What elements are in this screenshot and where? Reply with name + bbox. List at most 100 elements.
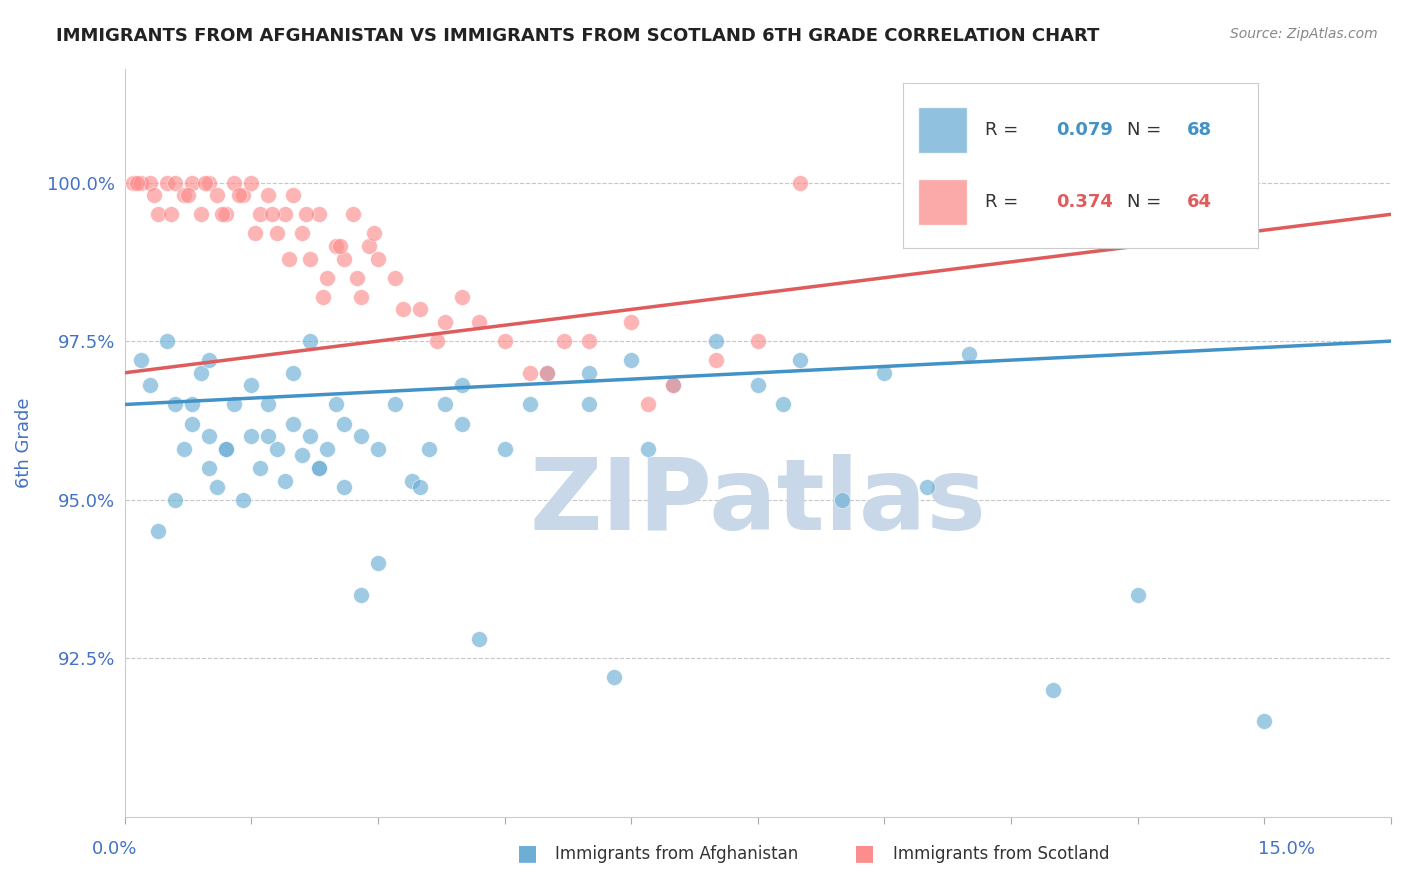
Point <box>156 334 179 348</box>
Point <box>228 188 250 202</box>
Point <box>215 442 238 456</box>
Point <box>194 176 217 190</box>
Point <box>426 334 449 348</box>
Point <box>350 588 373 602</box>
Point <box>346 270 368 285</box>
Point <box>342 207 364 221</box>
Point <box>316 270 339 285</box>
Point <box>662 378 685 392</box>
Point <box>181 397 204 411</box>
Point <box>620 315 643 329</box>
Point <box>553 334 575 348</box>
Point <box>139 378 162 392</box>
Point <box>224 397 246 411</box>
Text: 15.0%: 15.0% <box>1257 840 1315 858</box>
Point <box>873 366 896 380</box>
Point <box>578 366 600 380</box>
Point <box>662 378 685 392</box>
Point <box>224 176 246 190</box>
Point <box>578 397 600 411</box>
Point <box>333 480 356 494</box>
Point <box>190 207 212 221</box>
Point <box>468 632 491 646</box>
Point <box>384 270 406 285</box>
Point <box>207 188 229 202</box>
Point <box>536 366 558 380</box>
Point <box>308 461 330 475</box>
Text: IMMIGRANTS FROM AFGHANISTAN VS IMMIGRANTS FROM SCOTLAND 6TH GRADE CORRELATION CH: IMMIGRANTS FROM AFGHANISTAN VS IMMIGRANT… <box>56 27 1099 45</box>
Point <box>1253 714 1275 729</box>
Point <box>704 353 727 368</box>
Point <box>637 397 659 411</box>
Point <box>519 397 541 411</box>
Point <box>494 442 516 456</box>
Text: ■: ■ <box>855 844 875 863</box>
Point <box>578 334 600 348</box>
Point <box>160 207 183 221</box>
Point <box>333 417 356 431</box>
Point <box>266 227 288 241</box>
Point <box>262 207 284 221</box>
Point <box>392 302 415 317</box>
Point <box>350 290 373 304</box>
Point <box>316 442 339 456</box>
Point <box>283 417 305 431</box>
Point <box>401 474 423 488</box>
Point <box>291 448 314 462</box>
Point <box>789 176 811 190</box>
Point <box>198 429 221 443</box>
Point <box>637 442 659 456</box>
Point <box>772 397 794 411</box>
Point <box>274 207 297 221</box>
Point <box>215 207 238 221</box>
Point <box>831 492 853 507</box>
Point <box>278 252 301 266</box>
Point <box>181 176 204 190</box>
Point <box>409 302 432 317</box>
Point <box>266 442 288 456</box>
Point <box>291 227 314 241</box>
Point <box>1126 588 1149 602</box>
Point <box>451 417 474 431</box>
Point <box>148 207 170 221</box>
Point <box>295 207 318 221</box>
Point <box>249 207 271 221</box>
Point <box>299 429 322 443</box>
Point <box>257 429 280 443</box>
Point <box>704 334 727 348</box>
Point <box>409 480 432 494</box>
Point <box>283 188 305 202</box>
Point <box>350 429 373 443</box>
Point <box>308 207 330 221</box>
Point <box>207 480 229 494</box>
Point <box>333 252 356 266</box>
Point <box>232 492 254 507</box>
Point <box>418 442 440 456</box>
Point <box>519 366 541 380</box>
Point <box>127 176 149 190</box>
Point <box>915 480 938 494</box>
Point <box>434 315 457 329</box>
Point <box>156 176 179 190</box>
Point <box>451 378 474 392</box>
Point <box>299 334 322 348</box>
Point <box>367 556 389 570</box>
Text: Immigrants from Scotland: Immigrants from Scotland <box>893 846 1109 863</box>
Point <box>468 315 491 329</box>
Text: 0.0%: 0.0% <box>91 840 136 858</box>
Point <box>139 176 162 190</box>
Point <box>434 397 457 411</box>
Point <box>165 492 187 507</box>
Point <box>789 353 811 368</box>
Point <box>325 239 347 253</box>
Point <box>249 461 271 475</box>
Point <box>143 188 166 202</box>
Point <box>131 353 153 368</box>
Point <box>957 347 980 361</box>
Point <box>240 176 263 190</box>
Point <box>173 442 195 456</box>
Point <box>384 397 406 411</box>
Point <box>325 397 347 411</box>
Point <box>747 378 769 392</box>
Point <box>367 252 389 266</box>
